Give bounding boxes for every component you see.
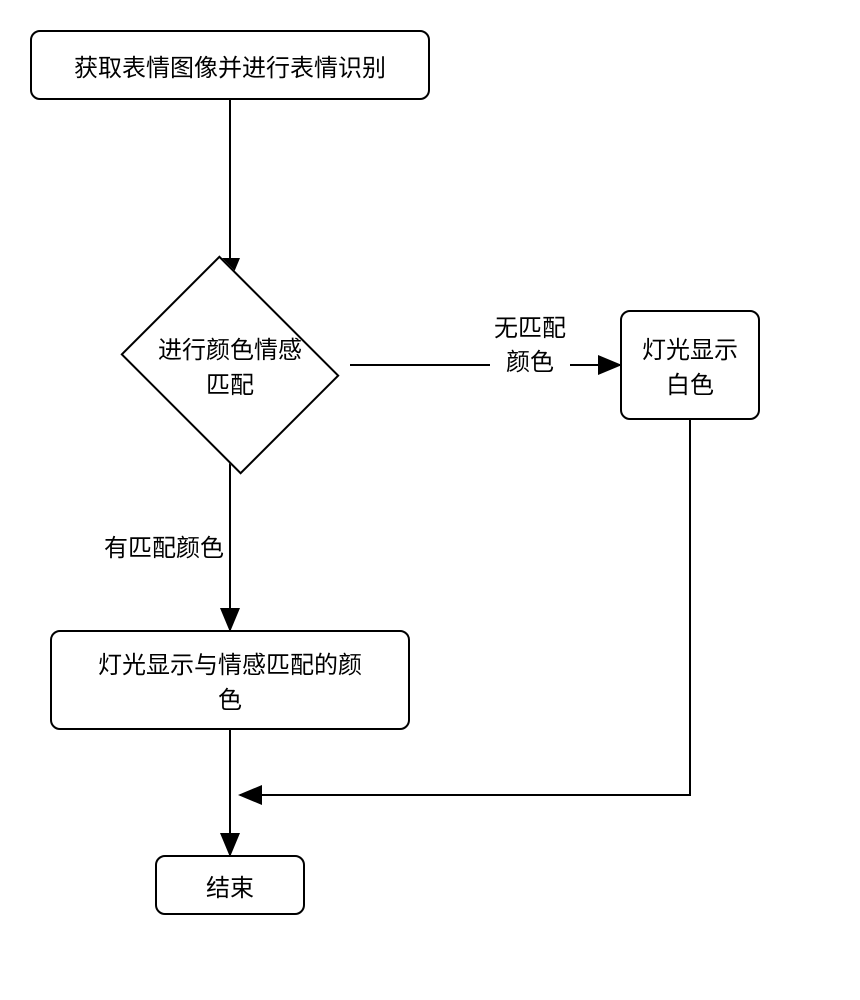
node-match: 灯光显示与情感匹配的颜 色 bbox=[50, 630, 410, 730]
node-decision-label-line2: 匹配 bbox=[206, 372, 254, 399]
node-decision: 进行颜色情感 匹配 bbox=[145, 295, 315, 435]
edge-label-match: 有匹配颜色 bbox=[100, 530, 228, 568]
node-match-label-line2: 色 bbox=[218, 687, 242, 714]
node-decision-label-line1: 进行颜色情感 bbox=[158, 337, 302, 364]
edge-label-nomatch-line1: 无匹配 bbox=[494, 315, 566, 342]
node-match-label-line1: 灯光显示与情感匹配的颜 bbox=[98, 652, 362, 679]
node-end-label: 结束 bbox=[206, 868, 254, 903]
node-start: 获取表情图像并进行表情识别 bbox=[30, 30, 430, 100]
node-start-label: 获取表情图像并进行表情识别 bbox=[74, 48, 386, 83]
edge-label-nomatch: 无匹配 颜色 bbox=[490, 310, 570, 381]
node-white-label-line2: 白色 bbox=[666, 372, 714, 399]
edge-label-match-text: 有匹配颜色 bbox=[104, 535, 224, 562]
edge-label-nomatch-line2: 颜色 bbox=[506, 349, 554, 376]
node-white-label-line1: 灯光显示 bbox=[642, 337, 738, 364]
node-end: 结束 bbox=[155, 855, 305, 915]
flowchart-edges bbox=[0, 0, 860, 1000]
node-white: 灯光显示 白色 bbox=[620, 310, 760, 420]
